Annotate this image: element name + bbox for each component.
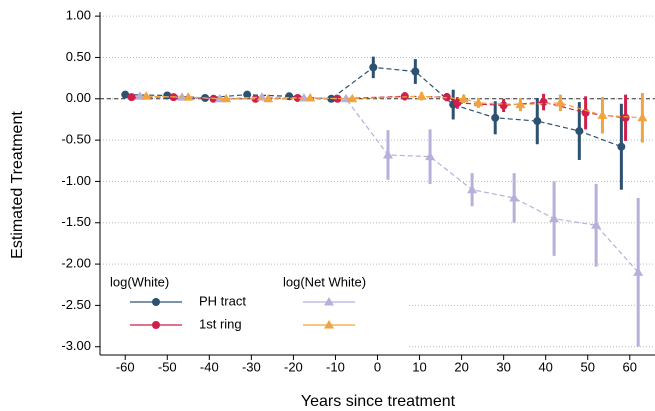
legend-title: log(Net White) <box>283 274 366 289</box>
x-tick-label: 40 <box>538 359 552 374</box>
data-point <box>442 93 451 102</box>
data-point <box>285 92 294 101</box>
data-point <box>621 113 630 122</box>
data-point <box>176 92 187 101</box>
data-point <box>383 149 394 159</box>
data-point <box>298 92 309 102</box>
data-point <box>533 117 542 126</box>
legend-label: PH tract <box>199 293 246 308</box>
data-point <box>473 97 484 107</box>
data-point <box>637 112 648 122</box>
data-point <box>263 93 274 103</box>
data-point <box>293 93 302 102</box>
legend-swatch <box>324 297 334 306</box>
legend: log(White) log(Net White) PH tract 1st ring <box>103 270 408 348</box>
data-point <box>340 93 351 103</box>
legend-swatch <box>152 321 160 329</box>
y-tick-label: -1.00 <box>61 173 91 188</box>
data-point <box>539 98 548 107</box>
y-tick-label: -2.00 <box>61 256 91 271</box>
y-tick-label: -0.50 <box>61 132 91 147</box>
data-point <box>411 67 420 76</box>
y-tick-label: -3.00 <box>61 338 91 353</box>
data-point <box>555 97 566 107</box>
y-axis-title: Estimated Treatment <box>9 111 26 259</box>
data-point <box>509 192 520 202</box>
y-tick-label: -2.50 <box>61 297 91 312</box>
legend-box <box>103 270 408 348</box>
data-point <box>251 94 260 103</box>
data-point <box>617 142 626 151</box>
data-point <box>597 110 608 119</box>
legend-title: log(White) <box>110 274 169 289</box>
data-point <box>221 93 232 103</box>
data-point <box>458 93 469 103</box>
data-point <box>425 151 436 161</box>
x-tick-label: -20 <box>284 359 303 374</box>
x-tick-label: 20 <box>454 359 468 374</box>
x-tick-label: -60 <box>116 359 135 374</box>
x-tick-label: 10 <box>412 359 426 374</box>
data-point <box>491 113 500 122</box>
legend-label: 1st ring <box>199 316 242 331</box>
data-point <box>127 93 136 102</box>
data-point <box>243 90 252 99</box>
y-tick-label: 1.00 <box>66 8 91 23</box>
data-point <box>515 99 526 109</box>
x-tick-label: 50 <box>580 359 594 374</box>
data-point <box>369 63 378 72</box>
data-point <box>416 91 427 100</box>
x-tick-label: 30 <box>496 359 510 374</box>
x-tick-label: 0 <box>374 359 381 374</box>
data-point <box>575 127 584 136</box>
y-tick-label: -1.50 <box>61 214 91 229</box>
data-point <box>347 93 358 103</box>
data-point <box>549 213 560 223</box>
x-tick-label: -30 <box>242 359 261 374</box>
x-tick-label: 60 <box>623 359 637 374</box>
data-point <box>633 267 644 276</box>
y-tick-label: 0.00 <box>66 90 91 105</box>
data-point <box>121 90 130 99</box>
y-tick-label: 0.50 <box>66 49 91 64</box>
x-tick-label: -10 <box>326 359 345 374</box>
data-point <box>499 101 508 110</box>
data-point <box>305 92 316 102</box>
data-point <box>141 91 152 100</box>
x-tick-label: -40 <box>200 359 219 374</box>
data-point <box>333 94 342 103</box>
x-tick-label: -50 <box>158 359 177 374</box>
series-line <box>139 95 639 273</box>
x-axis-title: Years since treatment <box>301 393 456 410</box>
data-point <box>467 184 478 194</box>
data-point <box>591 220 602 229</box>
data-point <box>453 98 462 107</box>
data-point <box>183 92 194 101</box>
legend-swatch <box>324 320 334 329</box>
data-point <box>134 91 145 100</box>
legend-swatch <box>152 298 160 306</box>
data-point <box>400 92 409 101</box>
